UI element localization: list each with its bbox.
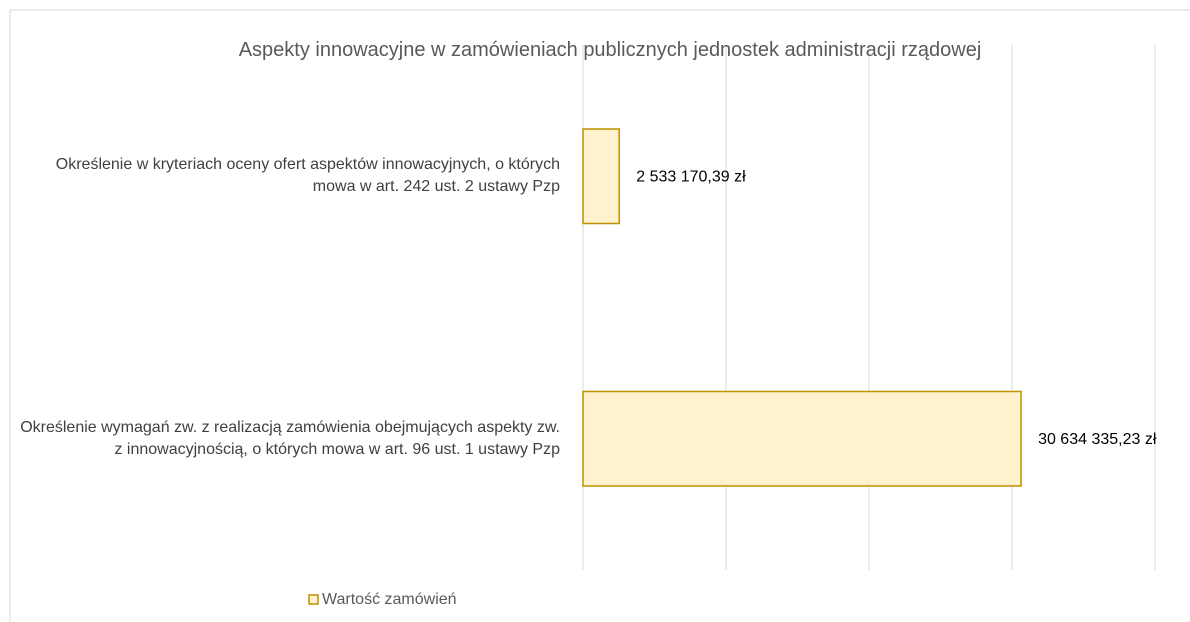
category-label: Określenie wymagań zw. z realizacją zamó… [20,418,560,458]
bar [582,390,1022,487]
category-label: Określenie w kryteriach oceny ofert aspe… [55,156,560,196]
bar [582,128,620,225]
value-label: 2 533 170,39 zł [636,168,746,185]
legend-swatch [308,594,319,605]
chart-title: Aspekty innowacyjne w zamówieniach publi… [238,39,982,61]
value-label: 30 634 335,23 zł [1038,431,1157,448]
legend-label: Wartość zamówień [322,591,457,608]
